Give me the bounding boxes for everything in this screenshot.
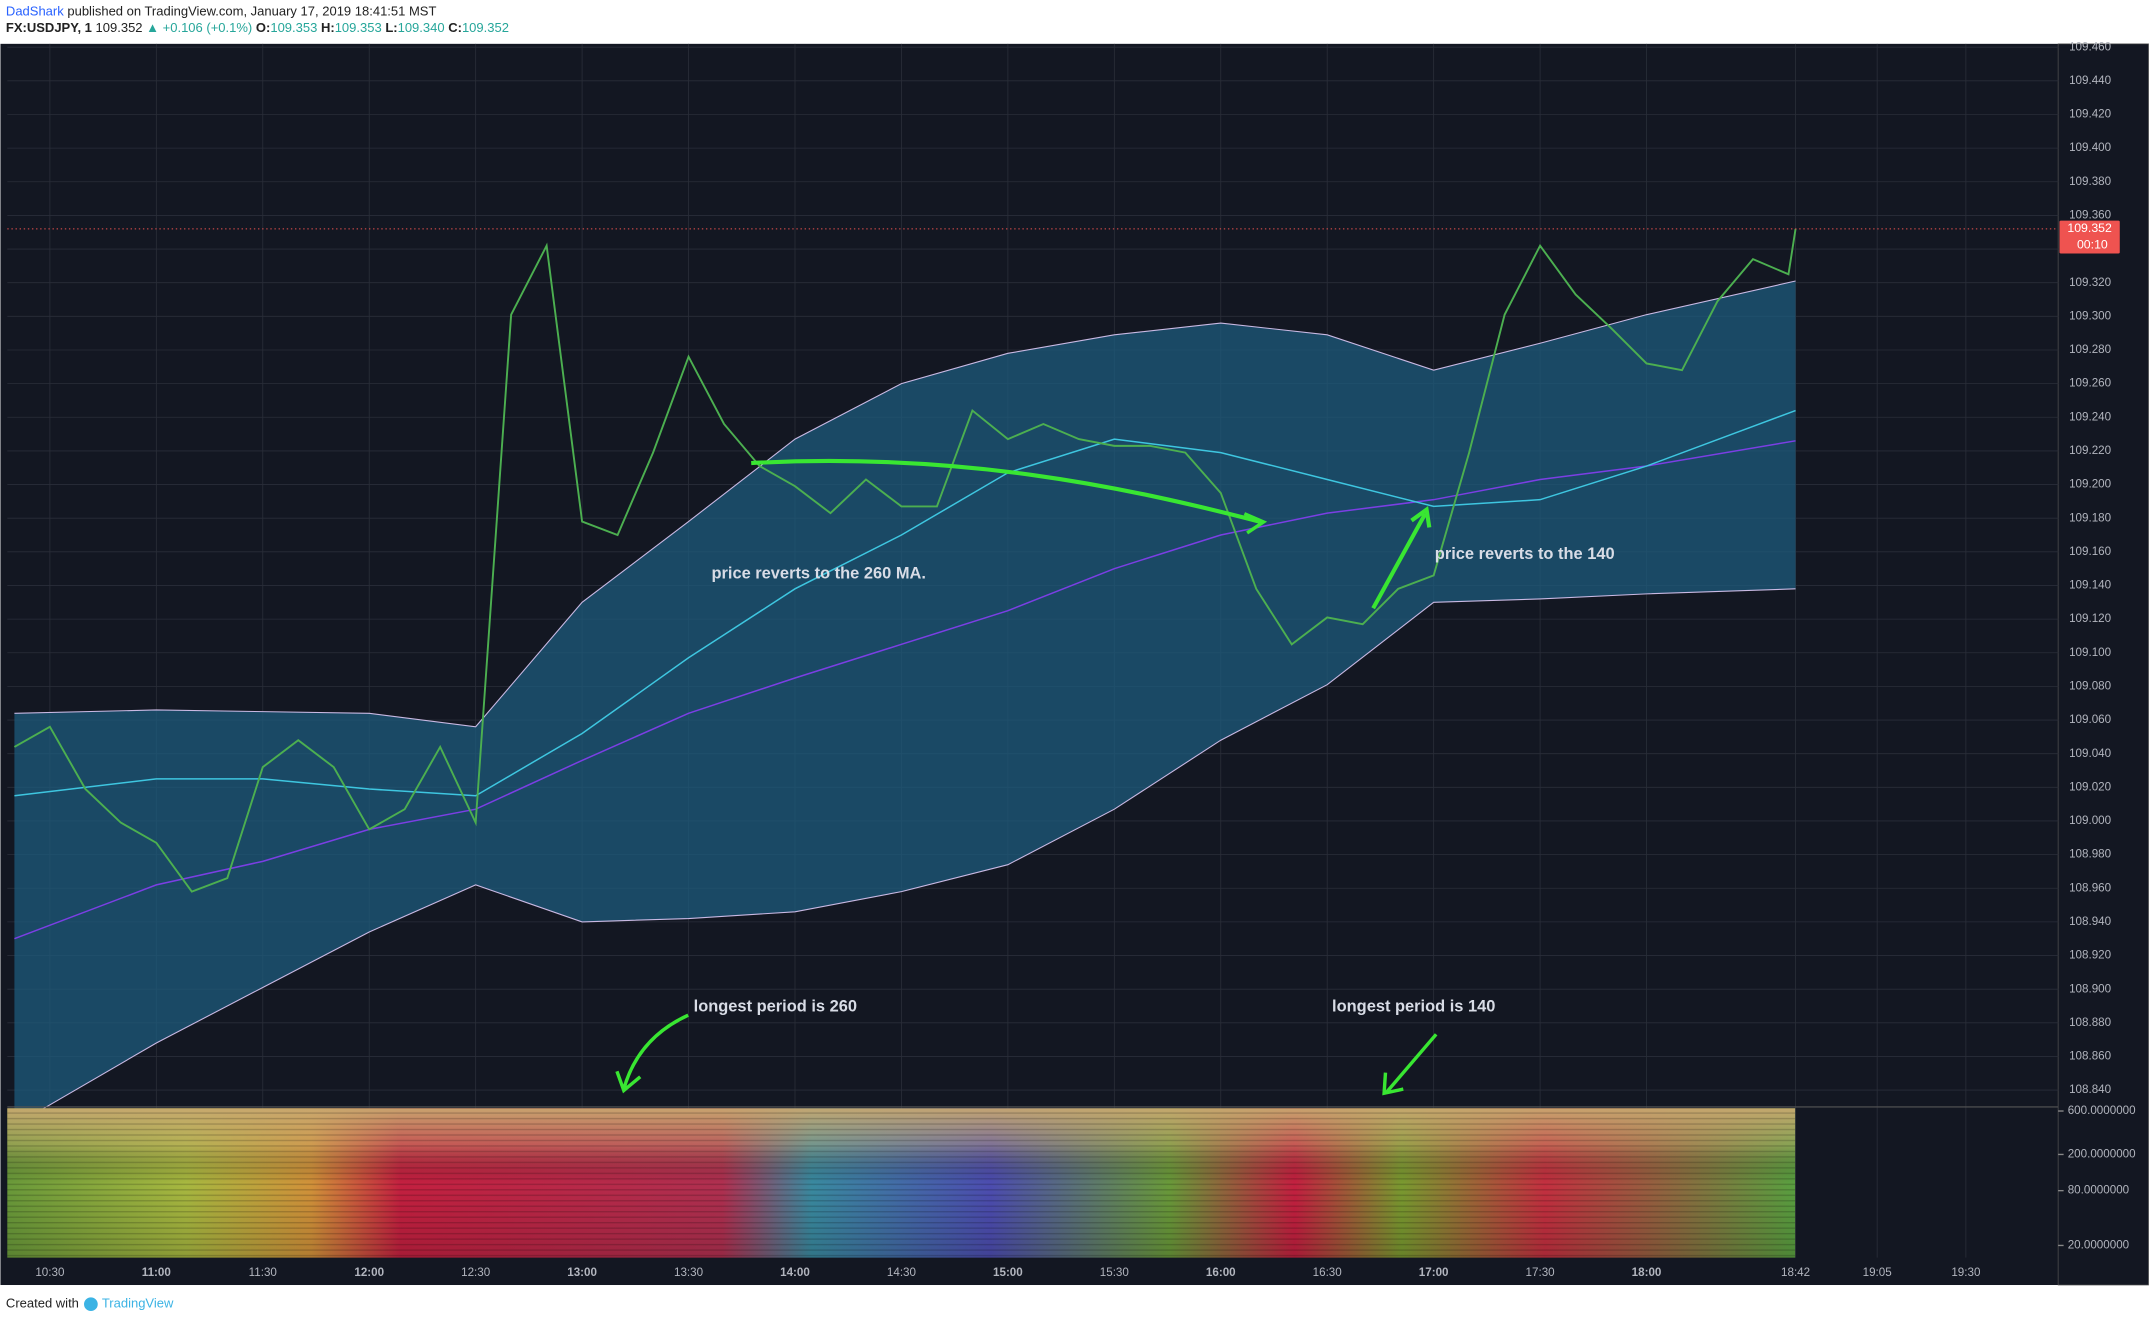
x-tick-label: 17:30 [1526, 1266, 1556, 1279]
logo [84, 1297, 98, 1312]
y-tick-label: 109.300 [2069, 309, 2112, 322]
high: 109.353 [335, 20, 382, 35]
y-tick-label: 109.360 [2069, 208, 2112, 221]
high-label: H: [321, 20, 335, 35]
arrow [751, 458, 1262, 524]
y-tick-label: 109.080 [2069, 679, 2112, 692]
low: 109.340 [398, 20, 445, 35]
y-tick-label: 108.860 [2069, 1050, 2112, 1063]
x-tick-label: 13:00 [567, 1266, 597, 1279]
x-tick-label: 13:30 [674, 1266, 704, 1279]
y-tick-label: 109.120 [2069, 612, 2112, 625]
y-tick-label: 109.440 [2069, 74, 2112, 87]
x-tick-label: 16:00 [1206, 1266, 1236, 1279]
y-tick-label: 109.240 [2069, 410, 2112, 423]
y-tick-label: 109.400 [2069, 141, 2112, 154]
price-tag: 109.352 [2067, 221, 2112, 235]
heatmap-tick-label: 80.0000000 [2068, 1184, 2130, 1197]
x-tick-label: 15:00 [993, 1266, 1023, 1279]
price-tag-box [2059, 220, 2120, 254]
open: 109.353 [270, 20, 317, 35]
footer-brand[interactable]: TradingView [102, 1296, 174, 1311]
y-tick-label: 109.000 [2069, 814, 2112, 827]
x-tick-label: 18:00 [1632, 1266, 1662, 1279]
arrow [1382, 1033, 1438, 1096]
y-tick-label: 109.280 [2069, 343, 2112, 356]
y-tick-label: 109.200 [2069, 478, 2112, 491]
annotation: longest period is 140 [1332, 997, 1495, 1015]
last: 109.352 [96, 20, 143, 35]
open-label: O: [256, 20, 270, 35]
annotation: price reverts to the 260 MA. [711, 564, 925, 582]
y-tick-label: 108.920 [2069, 949, 2112, 962]
published: published on TradingView.com, January 17… [67, 4, 436, 19]
heatmap-tick-label: 20.0000000 [2068, 1239, 2130, 1252]
annotation: price reverts to the 140 [1435, 545, 1615, 563]
band-area [14, 281, 1796, 1126]
x-tick-label: 14:00 [780, 1266, 810, 1279]
y-tick-label: 109.020 [2069, 780, 2112, 793]
header-line: DadShark published on TradingView.com, J… [6, 4, 437, 19]
y-tick-label: 109.140 [2069, 579, 2112, 592]
x-tick-label: 19:05 [1863, 1266, 1892, 1279]
y-tick-label: 109.220 [2069, 444, 2112, 457]
x-tick-label: 17:00 [1419, 1266, 1449, 1279]
y-tick-label: 108.880 [2069, 1016, 2112, 1029]
x-tick-label: 19:30 [1951, 1266, 1981, 1279]
x-tick-label: 15:30 [1100, 1266, 1130, 1279]
x-tick-label: 11:30 [249, 1266, 278, 1279]
countdown: 00:10 [2077, 238, 2108, 252]
y-tick-label: 108.900 [2069, 982, 2112, 995]
heatmap-rows [7, 1108, 1796, 1258]
annotation: longest period is 260 [694, 997, 857, 1015]
close: 109.352 [462, 20, 509, 35]
arrow [1371, 505, 1432, 610]
band-line [14, 280, 1796, 728]
y-tick-label: 109.160 [2069, 545, 2112, 558]
y-tick-label: 109.060 [2069, 713, 2112, 726]
y-tick-label: 108.840 [2069, 1083, 2112, 1096]
heatmap-tick-label: 600.0000000 [2068, 1104, 2136, 1117]
y-tick-label: 109.260 [2069, 377, 2112, 390]
y-tick-label: 109.100 [2069, 646, 2112, 659]
x-tick-label: 18:42 [1781, 1266, 1810, 1279]
symbol: FX:USDJPY, 1 [6, 20, 92, 35]
arrow-head [1243, 512, 1268, 535]
arrow [615, 1013, 689, 1094]
x-tick-label: 11:00 [142, 1266, 171, 1279]
author[interactable]: DadShark [6, 4, 64, 19]
y-tick-label: 108.960 [2069, 881, 2112, 894]
y-tick-label: 109.380 [2069, 175, 2112, 188]
heatmap-tick-label: 200.0000000 [2068, 1148, 2136, 1161]
x-tick-label: 12:30 [461, 1266, 491, 1279]
band-line [14, 588, 1796, 1126]
footer-created: Created with [6, 1296, 79, 1311]
low-label: L: [385, 20, 397, 35]
y-tick-label: 108.980 [2069, 848, 2112, 861]
y-tick-label: 109.040 [2069, 747, 2112, 760]
plot [7, 43, 2059, 1258]
y-tick-label: 109.420 [2069, 108, 2112, 121]
x-tick-label: 16:30 [1313, 1266, 1343, 1279]
y-tick-label: 109.460 [2069, 40, 2112, 53]
x-tick-label: 12:00 [354, 1266, 384, 1279]
quote-line: FX:USDJPY, 1 109.352 ▲ +0.106 (+0.1%) O:… [6, 20, 509, 35]
y-tick-label: 109.320 [2069, 276, 2112, 289]
y-tick-label: 109.180 [2069, 511, 2112, 524]
x-tick-label: 10:30 [35, 1266, 65, 1279]
close-label: C: [448, 20, 462, 35]
series-line [14, 440, 1796, 940]
series-line [14, 409, 1796, 797]
change: ▲ +0.106 (+0.1%) [146, 20, 252, 35]
series-line [13, 228, 1797, 893]
y-tick-label: 108.940 [2069, 915, 2112, 928]
x-tick-label: 14:30 [887, 1266, 917, 1279]
